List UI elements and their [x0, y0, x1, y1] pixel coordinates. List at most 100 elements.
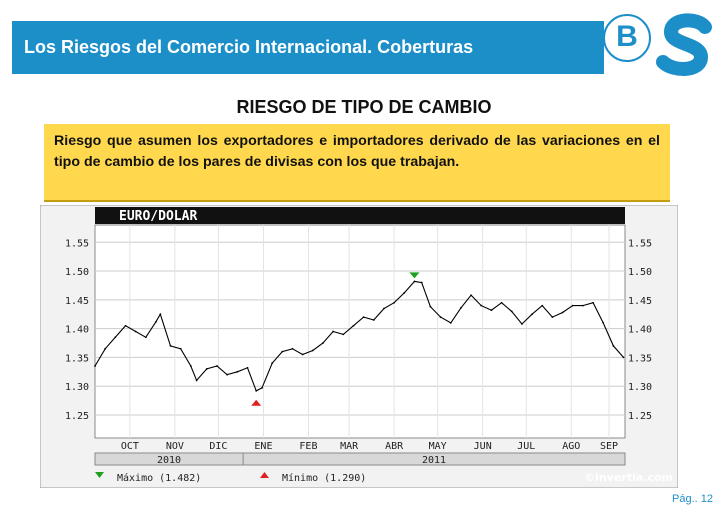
y-tick-label-left: 1.50: [65, 267, 89, 278]
chart-title: EURO/DOLAR: [119, 209, 197, 224]
data-point: [114, 336, 117, 339]
data-point: [261, 387, 263, 389]
data-point: [301, 353, 304, 356]
header-title: Los Riesgos del Comercio Internacional. …: [24, 37, 474, 57]
bank-logo-b: B: [603, 14, 651, 62]
x-tick-label: MAY: [429, 441, 447, 452]
y-tick-label-right: 1.45: [628, 296, 652, 307]
data-point: [281, 350, 284, 353]
data-point: [144, 336, 147, 339]
x-tick-label: AGO: [562, 441, 580, 452]
data-point: [612, 344, 615, 347]
y-tick-label-left: 1.45: [65, 296, 89, 307]
data-point: [352, 324, 355, 327]
data-point: [551, 316, 554, 319]
data-point: [510, 310, 513, 313]
y-tick-label-right: 1.35: [628, 353, 652, 364]
watermark: ©Invertia.com: [584, 471, 673, 484]
data-point: [490, 309, 493, 312]
data-point: [403, 292, 406, 294]
y-tick-label-right: 1.30: [628, 382, 652, 393]
legend-min-icon: [260, 472, 269, 478]
y-tick-label-left: 1.40: [65, 325, 89, 336]
data-point: [429, 305, 432, 308]
data-point: [622, 356, 625, 359]
y-tick-label-right: 1.25: [628, 411, 652, 422]
definition-text: Riesgo que asumen los exportadores e imp…: [54, 133, 660, 170]
data-point: [216, 365, 218, 367]
data-point: [134, 330, 137, 333]
legend-min-label: Mínimo (1.290): [282, 472, 366, 484]
x-tick-label: SEP: [600, 441, 618, 452]
data-point: [413, 280, 416, 283]
data-point: [246, 366, 249, 369]
data-point: [236, 370, 239, 373]
data-point: [195, 379, 198, 382]
y-tick-label-right: 1.40: [628, 325, 652, 336]
data-point: [271, 362, 274, 365]
data-point: [500, 301, 503, 304]
data-point: [480, 304, 483, 307]
y-tick-label-left: 1.25: [65, 411, 89, 422]
y-tick-label-left: 1.55: [65, 238, 89, 249]
data-point: [460, 306, 462, 309]
x-tick-label: DIC: [209, 441, 227, 452]
data-point: [169, 344, 172, 347]
data-point: [541, 304, 544, 307]
data-point: [372, 319, 375, 321]
legend-max-label: Máximo (1.482): [117, 472, 201, 484]
y-tick-label-left: 1.35: [65, 353, 89, 364]
data-point: [155, 320, 157, 323]
year-bar: [94, 452, 626, 466]
page-number: Pág.. 12: [672, 493, 713, 505]
data-point: [322, 342, 324, 344]
data-point: [311, 349, 314, 352]
data-point: [420, 281, 423, 284]
x-tick-label: JUN: [474, 441, 492, 452]
data-point: [561, 311, 564, 314]
data-point: [104, 347, 107, 350]
y-tick-label-right: 1.50: [628, 267, 652, 278]
chart: EURO/DOLAR 1.55 1.55 1.50 1.50 1.45 1.45 1.40 1.…: [39, 204, 679, 489]
data-point: [94, 365, 96, 367]
x-tick-label: ABR: [385, 441, 404, 452]
data-point: [581, 304, 584, 307]
data-point: [332, 330, 335, 333]
year-label: 2010: [157, 455, 181, 466]
data-point: [592, 301, 594, 304]
data-point: [439, 316, 442, 319]
section-title: RIESGO DE TIPO DE CAMBIO: [236, 97, 492, 117]
x-tick-label: NOV: [166, 441, 184, 452]
data-point: [205, 368, 208, 370]
data-point: [189, 365, 192, 367]
y-tick-label-right: 1.55: [628, 238, 652, 249]
max-marker-icon: [409, 272, 420, 279]
data-point: [393, 301, 396, 304]
plot-area: [94, 224, 626, 439]
x-tick-label: MAR: [340, 441, 359, 452]
y-tick-label-left: 1.30: [65, 382, 89, 393]
santander-s-logo-icon: [656, 13, 712, 76]
data-point: [531, 313, 533, 316]
data-point: [124, 324, 127, 327]
chart-svg: EURO/DOLAR 1.55 1.55 1.50 1.50 1.45 1.45 1.40 1.…: [39, 204, 679, 489]
data-point: [571, 304, 574, 307]
data-point: [179, 347, 182, 350]
data-point: [159, 313, 162, 316]
data-point: [470, 294, 472, 297]
x-tick-label: JUL: [517, 441, 535, 452]
data-point: [291, 347, 294, 350]
legend-max-icon: [95, 472, 104, 478]
data-point: [226, 373, 229, 376]
definition-box: Riesgo que asumen los exportadores e imp…: [44, 124, 670, 202]
header: Los Riesgos del Comercio Internacional. …: [0, 0, 728, 78]
x-tick-label: FEB: [299, 441, 317, 452]
title-bar: [95, 207, 625, 224]
data-point: [342, 333, 345, 336]
header-bar: [12, 21, 604, 74]
x-tick-label: ENE: [254, 441, 272, 452]
data-point: [362, 316, 365, 319]
data-point: [449, 321, 452, 324]
data-point: [255, 389, 258, 392]
year-label: 2011: [422, 455, 446, 466]
